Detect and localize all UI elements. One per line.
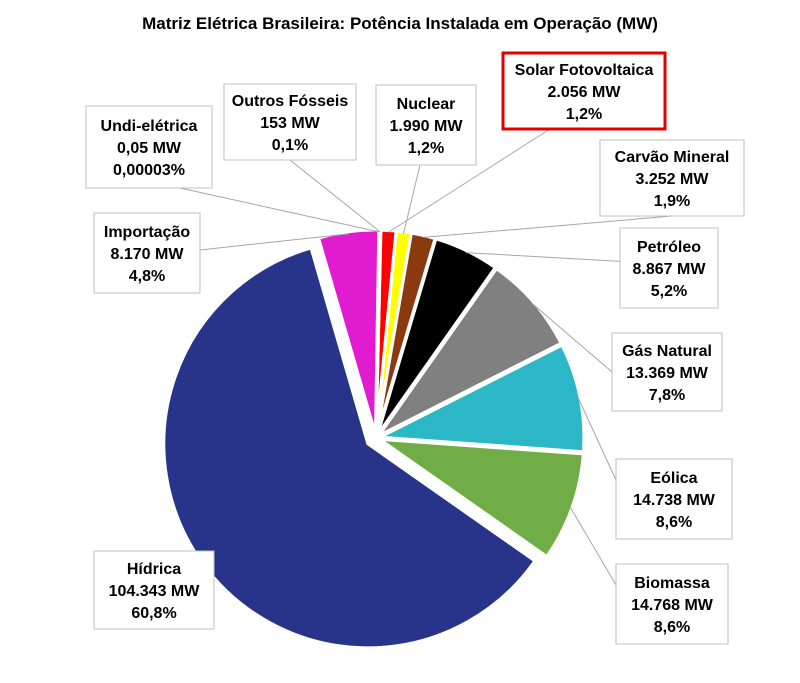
data-label-importacao: Importação 8.170 MW 4,8%	[93, 212, 201, 294]
slice-percent-hidrica: 60,8%	[131, 605, 176, 622]
slice-name-undi-eletrica: Undi-elétrica	[101, 118, 198, 135]
slice-value-carvao-mineral: 3.252 MW	[636, 171, 710, 188]
slice-percent-gas-natural: 7,8%	[649, 387, 685, 404]
slice-name-solar-fotovoltaica: Solar Fotovoltaica	[515, 62, 654, 79]
slice-value-importacao: 8.170 MW	[111, 246, 185, 263]
label-box-undi-eletrica	[85, 105, 213, 189]
leader-line-outros-fosseis	[289, 159, 381, 233]
label-box-eolica	[615, 458, 733, 540]
data-label-petroleo: Petróleo 8.867 MW 5,2%	[619, 227, 719, 309]
label-box-petroleo	[619, 227, 719, 309]
slice-percent-carvao-mineral: 1,9%	[654, 193, 690, 210]
data-label-hidrica: Hídrica 104.343 MW 60,8%	[93, 550, 215, 630]
slice-value-undi-eletrica: 0,05 MW	[117, 140, 182, 157]
slice-percent-undi-eletrica: 0,00003%	[113, 162, 185, 179]
slice-percent-outros-fosseis: 0,1%	[272, 137, 308, 154]
leader-line-importacao	[199, 233, 349, 251]
slice-percent-biomassa: 8,6%	[654, 619, 690, 636]
data-label-eolica: Eólica 14.738 MW 8,6%	[615, 458, 733, 540]
data-label-outros-fosseis: Outros Fósseis 153 MW 0,1%	[223, 83, 357, 161]
pie-slices	[162, 228, 586, 650]
data-label-nuclear: Nuclear 1.990 MW 1,2%	[375, 84, 477, 166]
slice-name-gas-natural: Gás Natural	[622, 343, 712, 360]
leader-line-biomassa	[569, 506, 617, 586]
leader-line-gas-natural	[531, 302, 613, 373]
slice-value-gas-natural: 13.369 MW	[626, 365, 709, 382]
data-label-carvao-mineral: Carvão Mineral 3.252 MW 1,9%	[599, 139, 745, 217]
slice-name-petroleo: Petróleo	[637, 239, 701, 256]
slice-labels: Solar Fotovoltaica 2.056 MW 1,2% Nuclear 1.9…	[85, 51, 745, 645]
label-box-carvao-mineral	[599, 139, 745, 217]
slice-percent-petroleo: 5,2%	[651, 283, 687, 300]
label-box-outros-fosseis	[223, 83, 357, 161]
slice-name-outros-fosseis: Outros Fósseis	[232, 93, 349, 110]
slice-name-importacao: Importação	[104, 224, 190, 241]
data-label-undi-eletrica: Undi-elétrica 0,05 MW 0,00003%	[85, 105, 213, 189]
label-box-biomassa	[615, 563, 729, 645]
slice-name-biomassa: Biomassa	[634, 575, 710, 592]
slice-name-carvao-mineral: Carvão Mineral	[615, 149, 730, 166]
label-box-nuclear	[375, 84, 477, 166]
label-box-solar-fotovoltaica	[501, 51, 667, 131]
slice-name-eolica: Eólica	[650, 470, 697, 487]
label-box-importacao	[93, 212, 201, 294]
slice-name-hidrica: Hídrica	[127, 561, 181, 578]
slice-value-petroleo: 8.867 MW	[633, 261, 707, 278]
pie-slice-eolica	[374, 343, 586, 454]
leader-line-eolica	[577, 397, 617, 481]
pie-slice-biomassa	[374, 437, 585, 559]
label-box-gas-natural	[611, 332, 723, 412]
slice-percent-nuclear: 1,2%	[408, 140, 444, 157]
pie-slice-petroleo	[376, 236, 498, 436]
leader-line-undi-eletrica	[179, 187, 380, 233]
leader-line-solar-fotovoltaica	[388, 128, 551, 233]
data-label-biomassa: Biomassa 14.768 MW 8,6%	[615, 563, 729, 645]
chart-title: Matriz Elétrica Brasileira: Potência Ins…	[142, 14, 658, 33]
slice-value-hidrica: 104.343 MW	[109, 583, 201, 600]
leader-lines	[179, 128, 673, 591]
pie-slice-gas-natural	[377, 266, 564, 437]
data-label-gas-natural: Gás Natural 13.369 MW 7,8%	[611, 332, 723, 412]
pie-slice-outros-fosseis	[374, 228, 383, 435]
slice-name-nuclear: Nuclear	[397, 96, 456, 113]
slice-value-solar-fotovoltaica: 2.056 MW	[548, 84, 622, 101]
slice-value-eolica: 14.738 MW	[633, 492, 716, 509]
leader-line-petroleo	[465, 252, 651, 264]
data-label-solar-fotovoltaica: Solar Fotovoltaica 2.056 MW 1,2%	[501, 51, 667, 131]
slice-value-biomassa: 14.768 MW	[631, 597, 714, 614]
slice-percent-importacao: 4,8%	[129, 268, 165, 285]
leader-line-nuclear	[402, 164, 421, 234]
slice-percent-eolica: 8,6%	[656, 514, 692, 531]
leader-line-carvao-mineral	[422, 215, 673, 238]
label-box-hidrica	[93, 550, 215, 630]
slice-value-nuclear: 1.990 MW	[390, 118, 464, 135]
slice-percent-solar-fotovoltaica: 1,2%	[566, 106, 602, 123]
slice-value-outros-fosseis: 153 MW	[260, 115, 320, 132]
